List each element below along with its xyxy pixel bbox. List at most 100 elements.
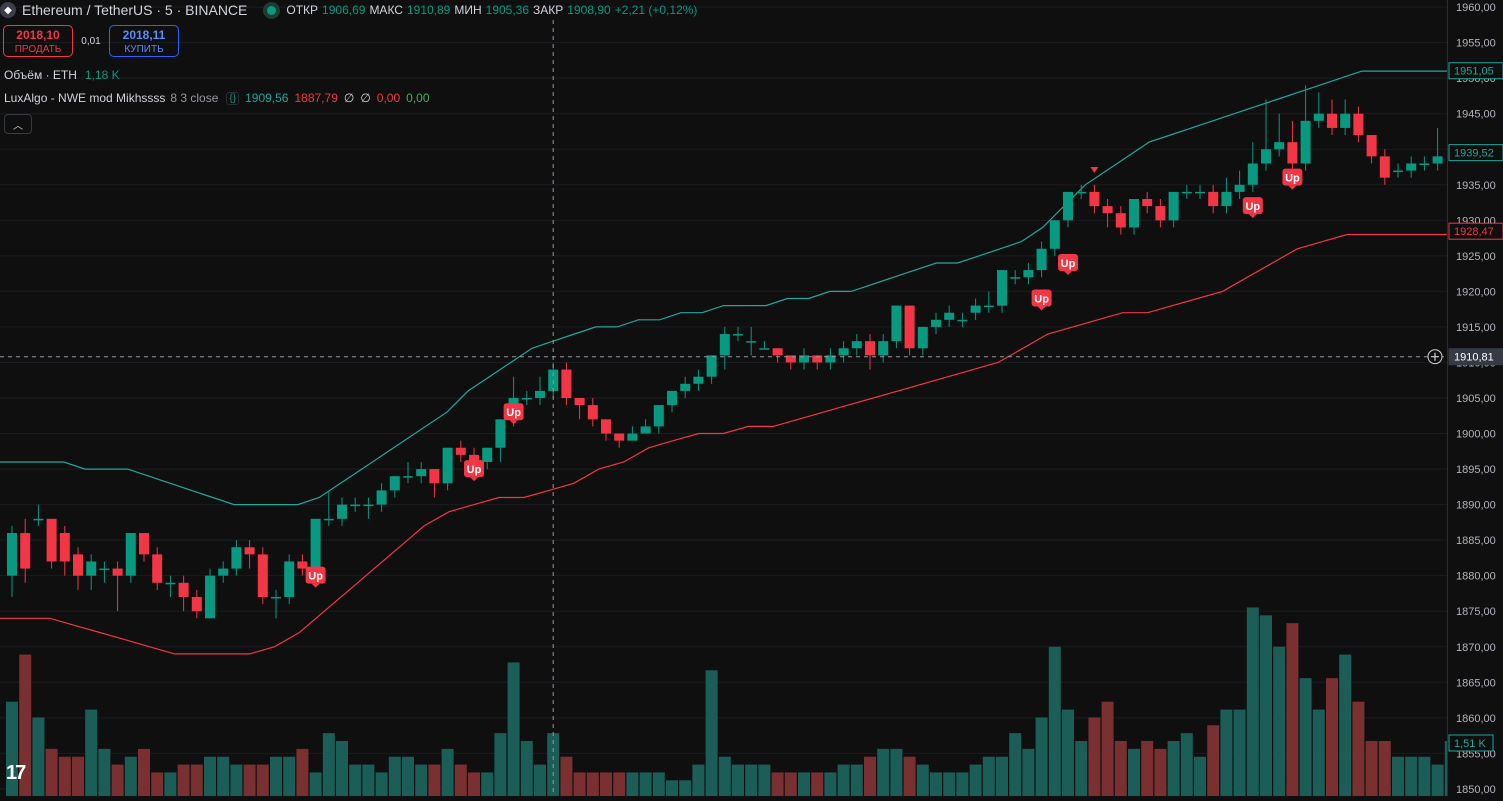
candle-body	[667, 390, 677, 406]
volume-bar	[151, 772, 164, 796]
indicator-legend[interactable]: LuxAlgo - NWE mod Mikhssss 8 3 close {} …	[4, 91, 430, 105]
volume-bar	[1088, 717, 1101, 796]
candle-body	[442, 447, 453, 484]
volume-bar	[58, 756, 71, 796]
volume-bar	[573, 772, 586, 796]
volume-bar	[72, 756, 84, 796]
volume-bar	[837, 764, 850, 796]
volume-bar	[454, 764, 467, 796]
signal-pointer	[1248, 214, 1257, 219]
volume-bar	[1352, 701, 1365, 796]
volume-bar	[824, 772, 837, 796]
volume-bar	[296, 748, 309, 796]
volume-bar	[560, 756, 573, 796]
signal-pointer	[1037, 306, 1046, 311]
candle-body	[997, 270, 1007, 306]
price-tick-label: 1920,00	[1456, 286, 1496, 298]
price-axis[interactable]: 1960,001955,001950,001945,001940,001935,…	[1447, 0, 1503, 796]
signal-label-box	[464, 460, 484, 478]
candle-body	[1406, 163, 1417, 171]
candle-body	[112, 568, 123, 576]
volume-bar	[177, 764, 190, 796]
signal-label: Up	[1285, 173, 1300, 185]
low-label: МИН	[454, 3, 482, 17]
volume-bar	[930, 772, 942, 796]
signal-label: Up	[467, 464, 482, 476]
candle-body	[785, 355, 796, 363]
volume-bar	[1418, 756, 1431, 796]
candle-body	[561, 369, 572, 398]
signal-label-box	[1282, 168, 1303, 186]
lower-band-price-label-box	[1448, 222, 1503, 240]
signal-pointer	[1288, 185, 1297, 190]
indicator-value-3: ∅	[343, 91, 355, 105]
volume-bar	[45, 748, 58, 796]
indicator-name: LuxAlgo - NWE mod Mikhssss	[4, 91, 166, 105]
volume-bar	[468, 772, 480, 796]
volume-bar	[1444, 741, 1447, 796]
low-value: 1905,36	[485, 3, 530, 17]
signal-pointer	[311, 583, 320, 588]
candle-body	[1234, 184, 1245, 192]
candle-body	[1274, 142, 1285, 150]
volume-bar	[586, 772, 599, 796]
candle-body	[601, 419, 611, 434]
candle-body	[838, 348, 849, 356]
volume-bar	[6, 701, 18, 796]
symbol-header: ◆ Ethereum / TetherUS · 5 · BINANCE ОТКР…	[0, 0, 701, 20]
candle-body	[1155, 206, 1166, 221]
chevron-up-icon: ︿	[13, 120, 23, 132]
price-tick-label: 1870,00	[1456, 642, 1496, 654]
volume-bar	[718, 756, 731, 796]
volume-bar	[1207, 725, 1220, 796]
volume-bar	[415, 764, 428, 796]
signal-label-box	[1058, 253, 1078, 271]
candle-body	[865, 341, 875, 356]
volume-bar	[1009, 733, 1022, 796]
volume-bar	[1260, 615, 1272, 796]
sell-price: 2018,10	[16, 27, 60, 42]
candle-body	[733, 334, 743, 336]
price-tick-label: 1850,00	[1456, 784, 1496, 796]
volume-bar	[1128, 748, 1140, 796]
price-tick-label: 1925,00	[1456, 251, 1496, 263]
volume-bar	[943, 772, 956, 796]
upper-band-price-label-box	[1448, 62, 1503, 80]
candle-body	[1419, 163, 1430, 165]
candle-body	[469, 454, 479, 462]
candle-body	[970, 305, 981, 313]
candle-body	[297, 561, 308, 569]
volume-legend[interactable]: Объём · ETH 1,18 K	[4, 68, 120, 82]
upper-band-price-label: 1951,05	[1454, 66, 1494, 78]
candle-body	[218, 568, 229, 576]
candle-body	[931, 319, 941, 327]
candle-body	[653, 405, 664, 427]
spread-value: 0,01	[81, 35, 101, 47]
volume-bar	[1286, 623, 1299, 796]
candle-body	[680, 383, 691, 391]
collapse-legend-button[interactable]: ︿	[4, 114, 32, 134]
candle-body	[125, 533, 136, 576]
volume-bar	[190, 764, 203, 796]
tradingview-logo[interactable]: 17	[6, 762, 26, 784]
price-tick-label: 1890,00	[1456, 500, 1496, 512]
signal-label-box	[1242, 197, 1263, 215]
volume-bar	[811, 772, 824, 796]
candle-body	[627, 433, 638, 441]
volume-bar	[428, 764, 441, 796]
source-code-icon[interactable]: {}	[226, 91, 240, 105]
chart-area[interactable]: Up Up Up Up Up Up Up	[0, 0, 1447, 796]
candle-body	[20, 533, 31, 569]
candle-body	[1432, 156, 1443, 164]
buy-button[interactable]: 2018,11 КУПИТЬ	[109, 25, 179, 57]
buy-label: КУПИТЬ	[124, 43, 164, 55]
sell-button[interactable]: 2018,10 ПРОДАТЬ	[3, 25, 73, 57]
market-open-icon	[267, 5, 277, 15]
volume-bar	[1246, 607, 1259, 796]
candle-body	[719, 334, 730, 356]
candle-body	[1089, 191, 1100, 207]
price-chart[interactable]: Up Up Up Up Up Up Up	[0, 0, 1447, 796]
volume-bar	[613, 772, 626, 796]
symbol-title[interactable]: Ethereum / TetherUS · 5 · BINANCE	[22, 2, 248, 18]
change-value: +2,21 (+0,12%)	[614, 3, 698, 17]
